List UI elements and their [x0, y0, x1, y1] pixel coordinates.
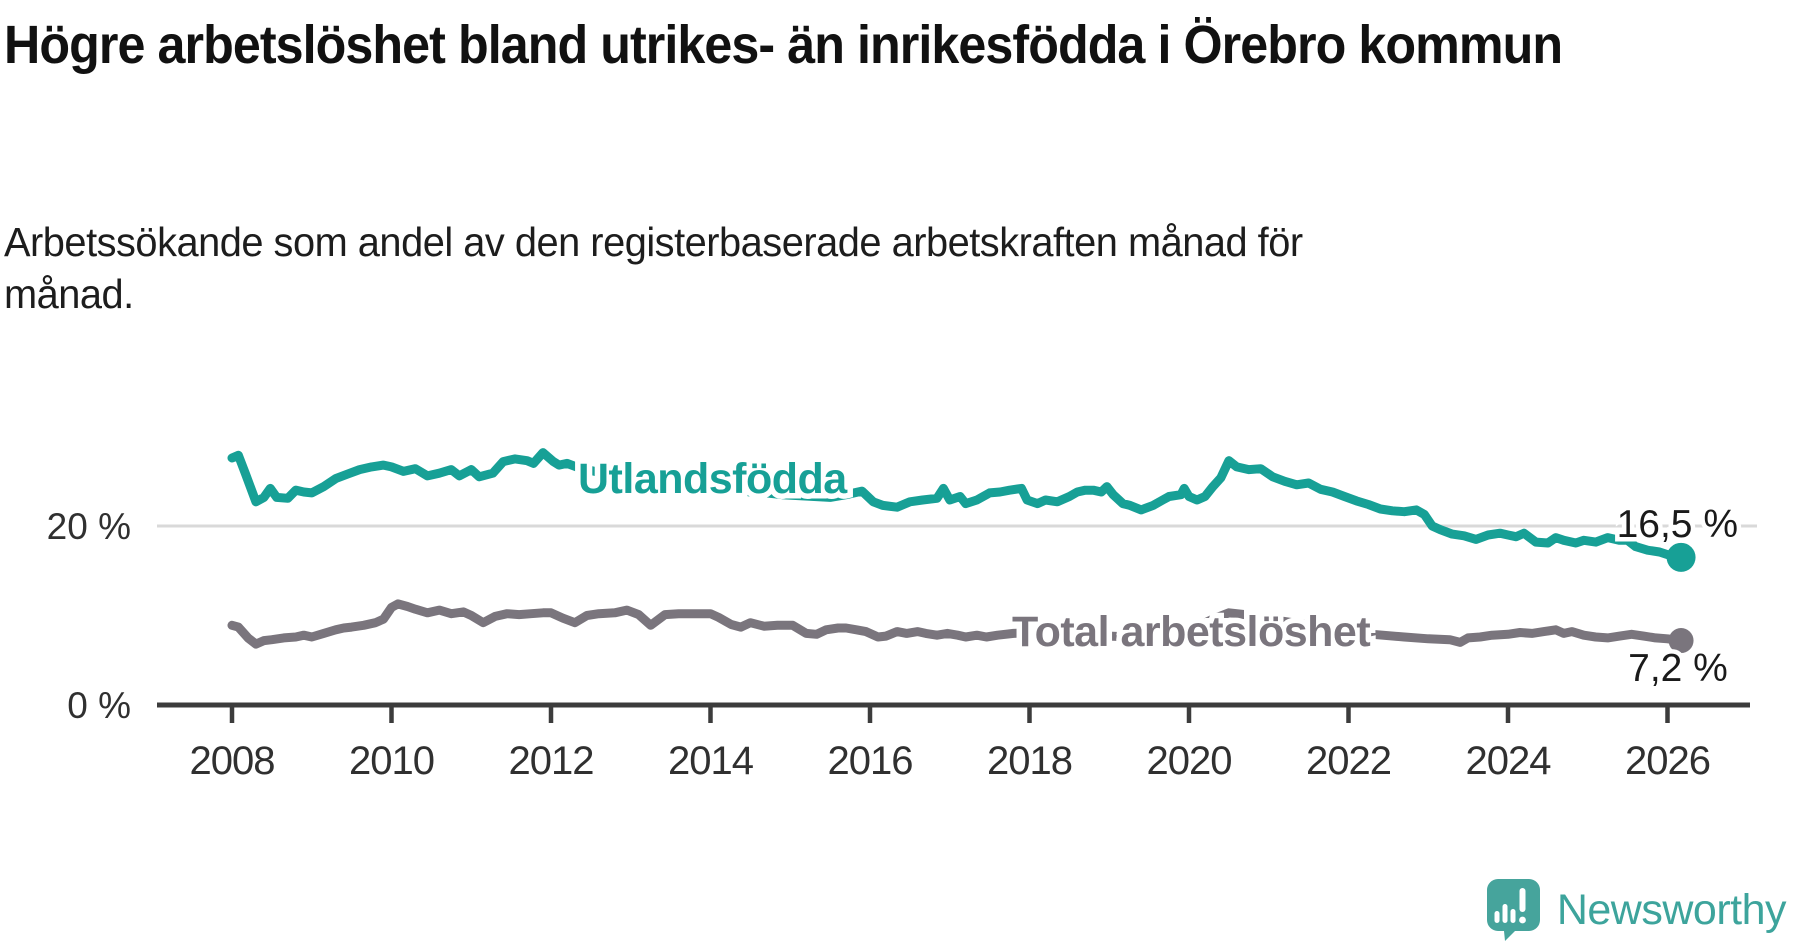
x-tick-label-2010: 2010	[349, 739, 434, 783]
page-title: Högre arbetslöshet bland utrikes- än inr…	[4, 15, 1563, 75]
x-tick-label-2022: 2022	[1306, 739, 1391, 783]
series-label-utlandsfodda: Utlandsfödda	[578, 455, 848, 503]
x-tick-label-2014: 2014	[668, 739, 754, 783]
series-end-dot-utlandsfodda	[1666, 542, 1696, 572]
series-line-utlandsfodda	[227, 448, 1686, 562]
x-tick-label-2018: 2018	[987, 739, 1072, 783]
series-label-total: Total arbetslöshet	[1012, 608, 1370, 656]
x-tick-label-2016: 2016	[828, 739, 913, 783]
x-tick-label-2012: 2012	[509, 739, 594, 783]
y-axis-label-0: 0 %	[67, 685, 131, 726]
x-tick-label-2020: 2020	[1147, 739, 1232, 783]
x-tick-label-2026: 2026	[1625, 739, 1710, 783]
series-end-dot-total	[1668, 628, 1694, 654]
chart-subtitle: Arbetssökande som andel av den registerb…	[4, 219, 1303, 317]
newsworthy-logo: Newsworthy	[1485, 878, 1787, 942]
end-value-label-utlandsfodda: 16,5 %	[1617, 503, 1738, 546]
series-line-total	[227, 599, 1686, 649]
y-axis-label-20: 20 %	[47, 506, 131, 547]
speech-bubble-bar-chart-icon	[1486, 879, 1540, 941]
logo-wordmark: Newsworthy	[1556, 885, 1787, 934]
x-tick-label-2008: 2008	[190, 739, 275, 783]
end-value-label-total: 7,2 %	[1628, 647, 1728, 690]
x-tick-label-2024: 2024	[1466, 739, 1552, 783]
